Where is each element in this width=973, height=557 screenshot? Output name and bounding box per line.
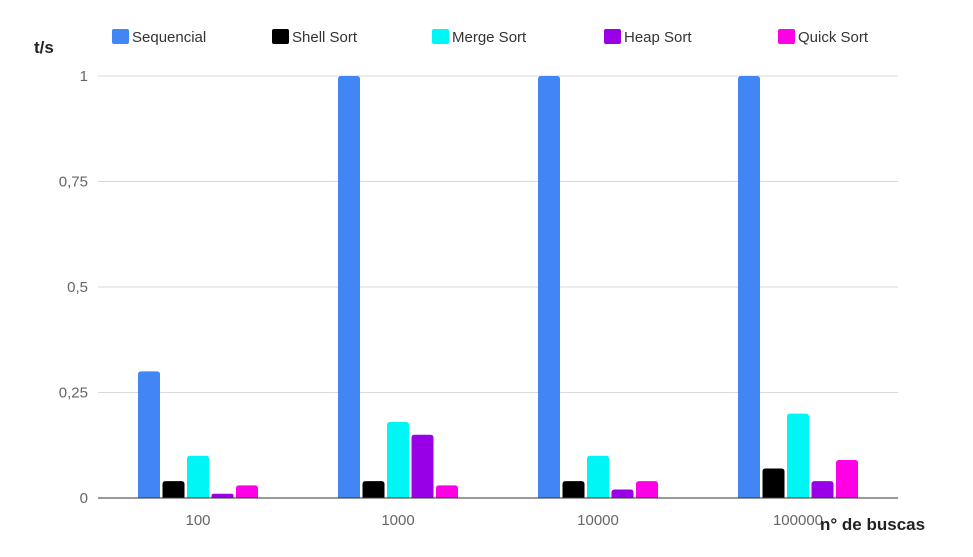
bar-shell-sort [362, 481, 385, 498]
x-axis-label: n° de buscas [820, 515, 925, 534]
legend-swatch [778, 29, 795, 44]
bar-quick-sort [236, 485, 258, 498]
bar-merge-sort [787, 413, 809, 498]
y-tick-label: 0,75 [59, 174, 88, 191]
x-axis-ticks: 100 1000 10000 100000 [185, 512, 823, 529]
legend-label: Shell Sort [292, 29, 358, 46]
bar-quick-sort [436, 485, 458, 498]
bar-merge-sort [587, 455, 609, 498]
bar-shell-sort [762, 468, 785, 498]
x-tick-label: 100000 [773, 512, 823, 529]
y-axis-ticks: 0 0,25 0,5 0,75 1 [59, 68, 88, 507]
y-tick-label: 0 [80, 490, 88, 507]
bars [138, 76, 858, 498]
legend: Sequencial Shell Sort Merge Sort Heap Sort Q… [112, 29, 869, 46]
bar-merge-sort [387, 422, 409, 498]
legend-swatch [272, 29, 289, 44]
x-tick-label: 10000 [577, 512, 619, 529]
bar-heap-sort [411, 434, 434, 498]
bar-sequencial [338, 76, 360, 498]
y-tick-label: 0,5 [67, 279, 88, 296]
legend-swatch [604, 29, 621, 44]
bar-heap-sort [211, 493, 234, 498]
bar-heap-sort [611, 489, 634, 498]
x-tick-label: 1000 [381, 512, 414, 529]
legend-label: Heap Sort [624, 29, 692, 46]
gridlines [98, 75, 898, 393]
legend-swatch [112, 29, 129, 44]
y-tick-label: 0,25 [59, 385, 88, 402]
legend-swatch [432, 29, 449, 44]
bar-heap-sort [811, 481, 834, 498]
legend-label: Merge Sort [452, 29, 527, 46]
y-tick-label: 1 [80, 68, 88, 85]
bar-shell-sort [562, 481, 585, 498]
bar-shell-sort [162, 481, 185, 498]
legend-label: Sequencial [132, 29, 206, 46]
y-axis-label: t/s [34, 38, 54, 57]
bar-sequencial [138, 371, 160, 498]
bar-merge-sort [187, 455, 209, 498]
bar-sequencial [538, 76, 560, 498]
bar-sequencial [738, 76, 760, 498]
bar-quick-sort [836, 460, 858, 498]
legend-label: Quick Sort [798, 29, 869, 46]
x-tick-label: 100 [185, 512, 210, 529]
bar-quick-sort [636, 481, 658, 498]
